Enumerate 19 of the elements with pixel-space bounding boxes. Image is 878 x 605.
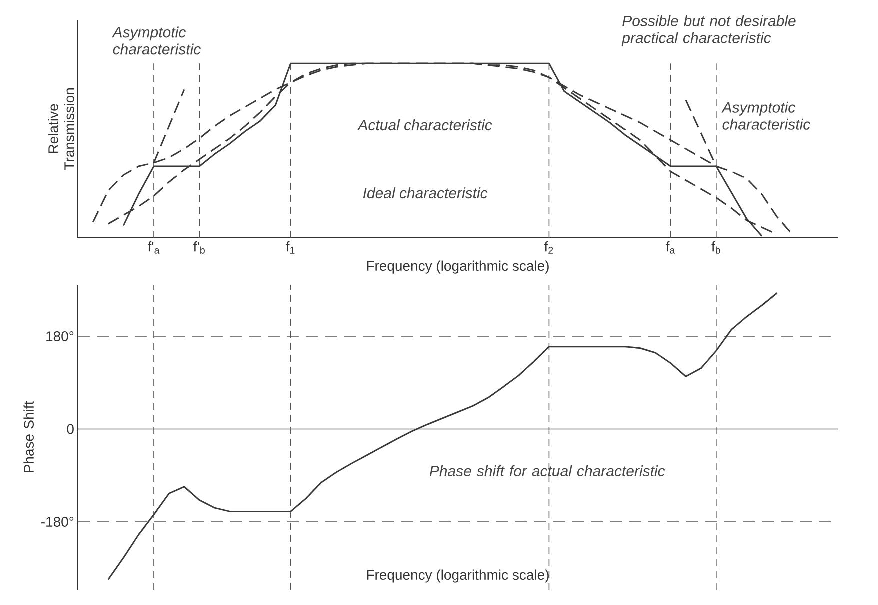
annotation: Asymptotic characteristic: [722, 102, 810, 130]
text: Asymptotic characteristic: [112, 26, 201, 55]
y-axis-title: Relative Transmission: [48, 88, 74, 170]
x-tick-label: f'$_{b}$: [194, 242, 205, 254]
annotation: Phase shift for actual characteristic: [430, 466, 666, 477]
x-axis-title: Frequency (logarithmic scale): [367, 260, 549, 274]
y-tick-label: -180°: [41, 517, 74, 527]
x-tick-label: f$_{b}$: [712, 242, 720, 254]
annotation: Ideal characteristic: [363, 188, 488, 199]
y-tick-label: 180°: [46, 332, 74, 342]
y-axis-title: Phase Shift: [24, 401, 34, 473]
x-tick-label: f$_{1}$: [286, 242, 295, 254]
x-tick-label: f$_{2}$: [544, 242, 554, 254]
y-tick-label: 0: [67, 424, 74, 434]
x-axis-title: Frequency (logarithmic scale): [367, 570, 549, 583]
x-tick-label: f'$_{a}$: [148, 242, 160, 254]
annotation: Actual characteristic: [357, 120, 492, 131]
x-tick-label: f$_{a}$: [666, 242, 676, 254]
text: Possible but not desirable practical characteristic: [622, 15, 796, 46]
